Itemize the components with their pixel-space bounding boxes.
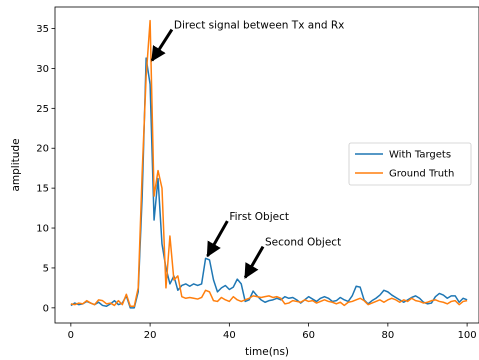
plot-frame	[54, 6, 479, 324]
y-tick-label: 15	[36, 184, 49, 195]
y-axis: 0 5 10 15 20 25 30 35	[36, 24, 55, 314]
y-tick-label: 20	[36, 144, 49, 155]
y-tick-label: 35	[36, 24, 49, 35]
annotation-label-first-object: First Object	[229, 211, 289, 223]
x-tick-label: 20	[144, 330, 157, 341]
x-axis: 0 20 40 60 80 100	[68, 323, 477, 341]
y-tick-label: 0	[43, 303, 49, 314]
legend-label-ground-truth: Ground Truth	[389, 169, 454, 180]
x-tick-label: 80	[381, 330, 394, 341]
series-layer	[70, 19, 468, 309]
annotation-label-direct-signal-between-tx-and-rx: Direct signal between Tx and Rx	[174, 20, 344, 32]
x-tick-label: 60	[302, 330, 315, 341]
x-tick-label: 100	[458, 330, 477, 341]
y-tick-label: 30	[36, 64, 49, 75]
series-line-ground-truth	[70, 19, 468, 307]
annotation-arrow-second-object	[243, 245, 265, 279]
annotations: Direct signal between Tx and Rx First Obj…	[150, 20, 344, 279]
annotation-arrow-direct-signal-between-tx-and-rx	[150, 28, 174, 62]
annotation-label-second-object: Second Object	[265, 237, 341, 249]
x-axis-title: time(ns)	[245, 346, 289, 358]
annotation-arrow-first-object	[206, 220, 229, 258]
x-tick-label: 0	[68, 330, 74, 341]
y-tick-label: 25	[36, 104, 49, 115]
y-tick-label: 5	[43, 263, 49, 274]
legend: With Targets Ground Truth	[348, 142, 472, 186]
legend-label-with-targets: With Targets	[389, 150, 451, 161]
y-axis-title: amplitude	[10, 138, 22, 191]
y-tick-label: 10	[36, 224, 49, 235]
x-tick-label: 40	[223, 330, 236, 341]
